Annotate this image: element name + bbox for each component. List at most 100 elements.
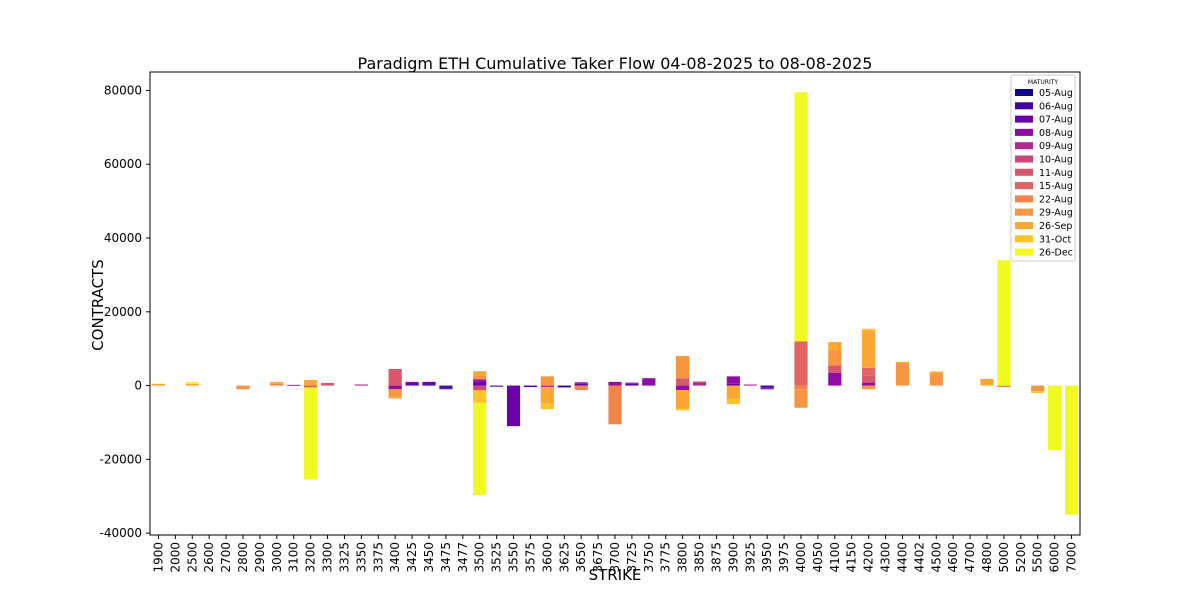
x-tick-label: 3400 <box>388 542 402 573</box>
bar-3800-11-Aug <box>676 378 690 386</box>
legend-swatch <box>1015 168 1033 176</box>
x-tick-label: 4600 <box>946 542 960 573</box>
legend-label: 31-Oct <box>1039 234 1071 245</box>
legend-label: 11-Aug <box>1039 168 1073 179</box>
bar-3400-29-Aug <box>388 389 402 397</box>
y-tick-label: 60000 <box>104 157 142 171</box>
bar-3650-22-Aug <box>574 385 588 391</box>
bar-3575-06-Aug <box>523 385 538 388</box>
x-tick-label: 3575 <box>523 542 537 573</box>
bar-3800-26-Sep <box>676 390 690 409</box>
x-tick-label: 2600 <box>202 542 216 573</box>
bar-3500-08-Aug <box>473 379 487 382</box>
bar-3500-10-Aug <box>473 385 487 391</box>
bar-4200-08-Aug <box>862 382 876 386</box>
x-tick-label: 4150 <box>845 542 859 573</box>
bar-3850-09-Aug <box>692 383 707 386</box>
bar-4400-26-Sep <box>895 361 910 364</box>
legend-label: 26-Sep <box>1039 221 1072 232</box>
x-tick-label: 3300 <box>321 542 335 573</box>
bar-3425-08-Aug <box>405 381 419 384</box>
x-tick-label: 2500 <box>185 542 199 573</box>
legend-label: 29-Aug <box>1039 208 1073 219</box>
x-tick-label: 3500 <box>473 542 487 573</box>
bar-3725-07-Aug <box>625 383 639 386</box>
legend-swatch <box>1015 235 1033 243</box>
bar-3600-09-Aug <box>540 385 554 388</box>
bar-4200-29-Aug <box>862 385 876 390</box>
bar-3500-26-Dec <box>473 402 487 496</box>
bar-3400-26-Sep <box>388 396 402 399</box>
x-tick-label: 3550 <box>507 542 521 573</box>
bar-3500-29-Aug <box>473 375 487 380</box>
x-tick-label: 3800 <box>676 542 690 573</box>
x-tick-label: 3850 <box>693 542 707 573</box>
bar-3700-22-Aug <box>608 385 622 425</box>
bar-3800-08-Aug <box>676 385 690 391</box>
y-tick-label: 20000 <box>104 305 142 319</box>
bar-3500-31-Oct <box>473 390 487 403</box>
x-tick-label: 3350 <box>354 542 368 573</box>
bar-3625-06-Aug <box>557 386 571 388</box>
x-tick-label: 3477 <box>456 542 470 573</box>
x-tick-label: 3100 <box>287 542 301 573</box>
bar-3475-07-Aug <box>439 388 453 390</box>
x-tick-label: 3675 <box>591 542 605 573</box>
bar-3200-11-Aug <box>304 385 318 388</box>
bar-2500-26-Sep <box>185 383 199 386</box>
bar-5500-31-Oct <box>1031 391 1045 393</box>
bar-4000-29-Aug <box>794 389 808 408</box>
bar-3950-06-Aug <box>760 386 774 388</box>
chart-title: Paradigm ETH Cumulative Taker Flow 04-08… <box>358 54 873 73</box>
bar-3500-26-Sep <box>473 371 487 376</box>
legend-swatch <box>1015 208 1033 216</box>
bar-3525-06-Aug <box>490 385 504 387</box>
legend-title: MATURITY <box>1028 79 1058 86</box>
legend-label: 06-Aug <box>1039 101 1073 112</box>
legend-swatch <box>1015 142 1033 150</box>
legend-label: 10-Aug <box>1039 155 1073 166</box>
x-tick-label: 6000 <box>1048 542 1062 573</box>
y-tick-label: 0 <box>134 379 142 393</box>
legend-swatch <box>1015 222 1033 229</box>
x-tick-label: 3950 <box>760 542 774 573</box>
y-tick-label: -40000 <box>99 526 142 540</box>
bar-4200-11-Aug <box>862 375 876 383</box>
bar-3500-07-Aug <box>473 381 487 386</box>
bar-3450-07-Aug <box>422 381 436 385</box>
x-tick-label: 2700 <box>219 542 233 573</box>
bar-3950-05-Aug <box>760 385 774 387</box>
bar-4400-29-Aug <box>895 363 910 386</box>
bars-layer <box>151 92 1079 515</box>
legend-swatch <box>1015 89 1033 96</box>
legend-swatch <box>1015 182 1033 190</box>
bar-3925-09-Aug <box>743 384 757 386</box>
x-tick-label: 2800 <box>236 542 250 573</box>
x-tick-label: 4200 <box>862 542 876 573</box>
bar-3950-08-Aug <box>760 388 774 390</box>
x-tick-label: 7000 <box>1065 542 1079 573</box>
axes-layer: -40000 -20000 0 20000 40000 60000 80000 1900 200… <box>99 83 1078 572</box>
legend-swatch <box>1015 128 1033 136</box>
bar-3625-05-Aug <box>557 385 571 387</box>
bar-3800-29-Aug <box>676 356 690 379</box>
x-tick-label: 3200 <box>304 542 318 573</box>
legend-swatch <box>1015 115 1033 123</box>
bar-4100-29-Aug <box>828 350 842 366</box>
bar-3900-26-Sep <box>726 385 740 399</box>
bar-7000-26-Dec <box>1064 385 1079 515</box>
y-tick-label: -20000 <box>99 452 142 466</box>
bar-3475-06-Aug <box>439 386 453 389</box>
plot-area-frame <box>149 71 1081 536</box>
legend-label: 09-Aug <box>1039 141 1073 152</box>
bar-3200-26-Sep <box>304 380 318 386</box>
x-tick-label: 3375 <box>371 542 385 573</box>
x-tick-label: 1900 <box>151 542 165 573</box>
bar-3100-09-Aug <box>287 384 301 386</box>
bar-4800-26-Sep <box>980 378 994 386</box>
x-tick-label: 3625 <box>557 542 571 573</box>
x-tick-label: 4500 <box>929 542 943 573</box>
bar-3800-31-Oct <box>676 408 690 411</box>
x-tick-label: 3325 <box>337 542 351 573</box>
